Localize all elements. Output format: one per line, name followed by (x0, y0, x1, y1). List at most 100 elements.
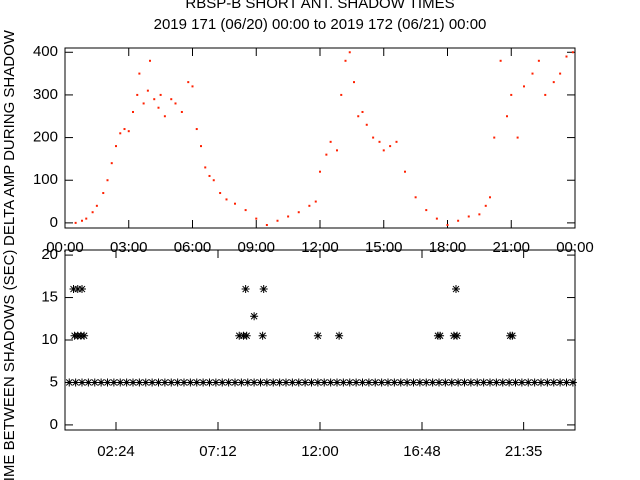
point (191, 85, 194, 88)
point (446, 224, 449, 227)
point (549, 378, 558, 387)
point (294, 378, 303, 387)
point (467, 215, 470, 218)
point (218, 378, 227, 387)
point (95, 204, 98, 207)
y-tick-label: 15 (41, 289, 58, 306)
point (390, 378, 399, 387)
point (484, 204, 487, 207)
point (301, 378, 310, 387)
point (505, 378, 514, 387)
point (199, 378, 208, 387)
point (422, 378, 431, 387)
point (510, 93, 513, 96)
point (180, 378, 188, 387)
point (269, 378, 278, 387)
point (275, 378, 284, 387)
point (378, 140, 381, 143)
point (262, 378, 271, 387)
point (84, 378, 93, 387)
point (234, 202, 236, 205)
point (365, 123, 368, 126)
point (74, 221, 77, 224)
x-tick-label: 00:00 (46, 239, 84, 256)
point (340, 93, 343, 96)
point (97, 378, 106, 387)
point (530, 378, 539, 387)
point (250, 378, 259, 387)
x-tick-label: 15:00 (365, 239, 403, 256)
point (562, 378, 571, 387)
y-tick-label: 0 (50, 214, 58, 231)
y-tick-label: 10 (41, 331, 58, 348)
x-tick-label: 00:00 (556, 239, 594, 256)
point (91, 211, 94, 214)
point (173, 378, 182, 387)
point (307, 378, 316, 387)
y-axis-label: TIME BETWEEN SHADOWS (SEC) (1, 250, 18, 480)
point (127, 130, 130, 133)
point (372, 136, 375, 139)
point (146, 89, 149, 92)
point (242, 331, 251, 340)
x-tick-label: 16:48 (403, 443, 441, 460)
point (314, 200, 317, 203)
point (204, 166, 207, 169)
point (80, 331, 89, 340)
point (409, 378, 418, 387)
chart-subtitle: 2019 171 (06/20) 00:00 to 2019 172 (06/2… (154, 16, 487, 33)
point (473, 378, 482, 387)
point (225, 198, 228, 201)
point (110, 162, 113, 165)
point (235, 331, 244, 340)
y-tick-label: 400 (33, 43, 58, 60)
x-tick-label: 09:00 (237, 239, 275, 256)
point (511, 378, 520, 387)
point (200, 145, 202, 148)
point (523, 85, 525, 88)
y-tick-label: 5 (50, 373, 58, 390)
point (163, 115, 166, 118)
point (142, 102, 145, 105)
point (358, 378, 367, 387)
point (479, 378, 488, 387)
point (71, 378, 80, 387)
point (364, 378, 373, 387)
point (435, 378, 443, 387)
point (353, 81, 355, 84)
point (466, 378, 475, 387)
point (565, 55, 568, 58)
point (78, 285, 86, 294)
point (123, 128, 126, 131)
point (506, 115, 508, 118)
point (559, 72, 562, 75)
point (544, 93, 547, 96)
point (208, 174, 211, 177)
point (115, 145, 117, 148)
x-tick-label: 02:24 (97, 443, 135, 460)
y-tick-label: 0 (50, 416, 58, 433)
point (308, 204, 311, 207)
point (492, 378, 501, 387)
point (435, 217, 438, 220)
point (297, 211, 300, 214)
point (224, 378, 233, 387)
y-tick-label: 100 (33, 171, 58, 188)
point (211, 378, 220, 387)
point (404, 170, 406, 173)
point (159, 93, 162, 96)
point (457, 219, 460, 222)
point (65, 378, 74, 387)
point (425, 209, 428, 212)
point (329, 140, 332, 143)
x-tick-label: 18:00 (429, 239, 467, 256)
point (153, 98, 156, 101)
x-tick-label: 21:00 (492, 239, 530, 256)
point (195, 128, 198, 131)
point (568, 378, 577, 387)
point (384, 378, 392, 387)
point (192, 378, 201, 387)
x-tick-label: 21:35 (505, 443, 543, 460)
point (109, 378, 118, 387)
